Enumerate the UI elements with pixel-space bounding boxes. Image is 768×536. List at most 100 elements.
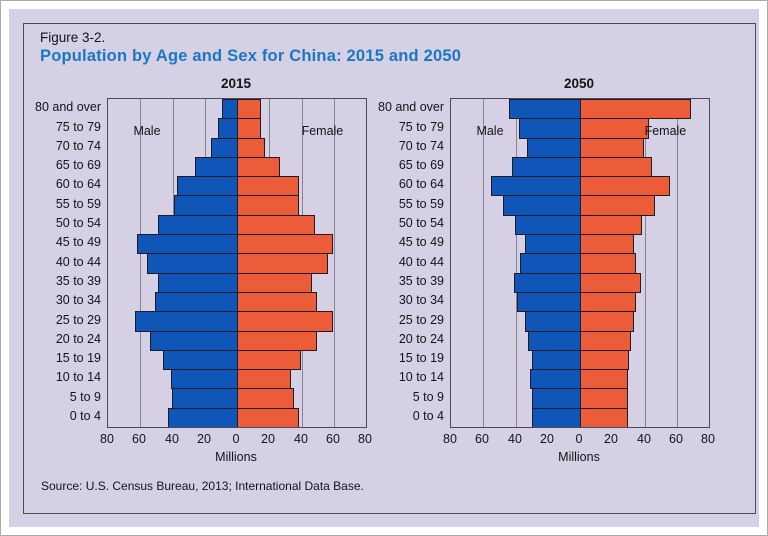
age-label-15-to-19: 15 to 19 bbox=[398, 351, 444, 365]
bar-female-15-to-19 bbox=[580, 350, 629, 370]
bar-male-0-to-4 bbox=[532, 408, 581, 427]
age-label-55-to-59: 55 to 59 bbox=[55, 197, 101, 211]
bar-male-5-to-9 bbox=[172, 388, 238, 409]
age-label-65-to-69: 65 to 69 bbox=[55, 158, 101, 172]
bar-female-15-to-19 bbox=[237, 350, 301, 370]
bar-female-75-to-79 bbox=[237, 118, 261, 139]
x-tick-label: 60 bbox=[326, 432, 340, 446]
x-tick-label: 80 bbox=[358, 432, 372, 446]
age-label-10-to-14: 10 to 14 bbox=[55, 370, 101, 384]
chart-title-2015: 2015 bbox=[220, 76, 252, 91]
x-tick-label: 40 bbox=[637, 432, 651, 446]
x-tick-label: 40 bbox=[165, 432, 179, 446]
age-label-55-to-59: 55 to 59 bbox=[398, 197, 444, 211]
gridline bbox=[677, 99, 678, 427]
bar-male-35-to-39 bbox=[158, 273, 238, 293]
bar-male-5-to-9 bbox=[532, 388, 581, 409]
age-label-70-to-74: 70 to 74 bbox=[55, 139, 101, 153]
figure-title: Population by Age and Sex for China: 201… bbox=[40, 47, 462, 65]
bar-female-30-to-34 bbox=[580, 292, 636, 312]
bar-female-30-to-34 bbox=[237, 292, 317, 312]
plot-area-2015 bbox=[107, 98, 367, 428]
bar-female-60-to-64 bbox=[237, 176, 299, 196]
bar-female-60-to-64 bbox=[580, 176, 670, 196]
bar-male-50-to-54 bbox=[515, 215, 581, 235]
x-tick-label: 20 bbox=[540, 432, 554, 446]
bar-male-80-and-over bbox=[509, 99, 581, 119]
age-label-80-and-over: 80 and over bbox=[35, 100, 102, 114]
bar-female-25-to-29 bbox=[237, 311, 333, 332]
gridline bbox=[483, 99, 484, 427]
age-label-15-to-19: 15 to 19 bbox=[55, 351, 101, 365]
age-label-50-to-54: 50 to 54 bbox=[398, 216, 444, 230]
bar-male-75-to-79 bbox=[519, 118, 581, 139]
figure-panel: Figure 3-2. Population by Age and Sex fo… bbox=[9, 9, 759, 527]
bar-female-5-to-9 bbox=[580, 388, 628, 409]
age-label-60-to-64: 60 to 64 bbox=[55, 177, 101, 191]
bar-male-70-to-74 bbox=[527, 138, 581, 158]
bar-male-40-to-44 bbox=[147, 253, 238, 274]
age-label-40-to-44: 40 to 44 bbox=[398, 255, 444, 269]
bar-male-10-to-14 bbox=[171, 369, 238, 389]
bar-male-70-to-74 bbox=[211, 138, 238, 158]
age-label-80-and-over: 80 and over bbox=[378, 100, 445, 114]
bar-female-70-to-74 bbox=[237, 138, 265, 158]
age-label-75-to-79: 75 to 79 bbox=[55, 120, 101, 134]
x-tick-label: 20 bbox=[604, 432, 618, 446]
female-side-label: Female bbox=[301, 124, 344, 138]
bar-female-75-to-79 bbox=[580, 118, 649, 139]
gridline bbox=[140, 99, 141, 427]
male-side-label: Male bbox=[133, 124, 161, 138]
x-tick-label: 80 bbox=[100, 432, 114, 446]
bar-female-40-to-44 bbox=[580, 253, 636, 274]
age-label-20-to-24: 20 to 24 bbox=[398, 332, 444, 346]
gridline bbox=[334, 99, 335, 427]
bar-female-20-to-24 bbox=[237, 331, 317, 351]
x-tick-label: 20 bbox=[197, 432, 211, 446]
pyramid-chart-2015: 2015 Male Female 80 and over 75 to 79 70 to 7… bbox=[35, 74, 385, 474]
age-label-5-to-9: 5 to 9 bbox=[412, 390, 444, 404]
bar-male-60-to-64 bbox=[491, 176, 581, 196]
age-label-60-to-64: 60 to 64 bbox=[398, 177, 444, 191]
bar-male-40-to-44 bbox=[520, 253, 581, 274]
x-axis-label: Millions bbox=[558, 450, 600, 464]
bar-female-0-to-4 bbox=[237, 408, 299, 427]
age-label-65-to-69: 65 to 69 bbox=[398, 158, 444, 172]
female-side-label: Female bbox=[644, 124, 687, 138]
x-tick-label: 60 bbox=[132, 432, 146, 446]
age-label-20-to-24: 20 to 24 bbox=[55, 332, 101, 346]
bar-female-50-to-54 bbox=[580, 215, 642, 235]
bar-male-55-to-59 bbox=[503, 195, 581, 216]
gridline bbox=[645, 99, 646, 427]
bar-female-40-to-44 bbox=[237, 253, 328, 274]
age-label-5-to-9: 5 to 9 bbox=[69, 390, 101, 404]
bar-male-55-to-59 bbox=[174, 195, 238, 216]
age-label-10-to-14: 10 to 14 bbox=[398, 370, 444, 384]
bar-male-15-to-19 bbox=[163, 350, 238, 370]
bar-male-25-to-29 bbox=[525, 311, 581, 332]
male-side-label: Male bbox=[476, 124, 504, 138]
bar-female-80-and-over bbox=[237, 99, 261, 119]
bar-female-45-to-49 bbox=[580, 234, 634, 254]
x-tick-label: 60 bbox=[669, 432, 683, 446]
bar-female-5-to-9 bbox=[237, 388, 294, 409]
bar-female-55-to-59 bbox=[580, 195, 655, 216]
x-tick-label: 20 bbox=[261, 432, 275, 446]
bar-male-30-to-34 bbox=[155, 292, 238, 312]
bar-male-15-to-19 bbox=[532, 350, 581, 370]
x-axis-label: Millions bbox=[215, 450, 257, 464]
x-tick-label: 80 bbox=[443, 432, 457, 446]
age-label-40-to-44: 40 to 44 bbox=[55, 255, 101, 269]
age-label-75-to-79: 75 to 79 bbox=[398, 120, 444, 134]
bar-male-20-to-24 bbox=[150, 331, 238, 351]
bar-female-10-to-14 bbox=[237, 369, 291, 389]
x-tick-label: 0 bbox=[232, 432, 240, 446]
bar-female-70-to-74 bbox=[580, 138, 644, 158]
age-label-30-to-34: 30 to 34 bbox=[55, 293, 101, 307]
bar-male-0-to-4 bbox=[168, 408, 238, 427]
bar-female-80-and-over bbox=[580, 99, 691, 119]
plot-area-2050 bbox=[450, 98, 710, 428]
bar-female-50-to-54 bbox=[237, 215, 315, 235]
source-note: Source: U.S. Census Bureau, 2013; Intern… bbox=[41, 479, 364, 493]
bar-female-45-to-49 bbox=[237, 234, 333, 254]
